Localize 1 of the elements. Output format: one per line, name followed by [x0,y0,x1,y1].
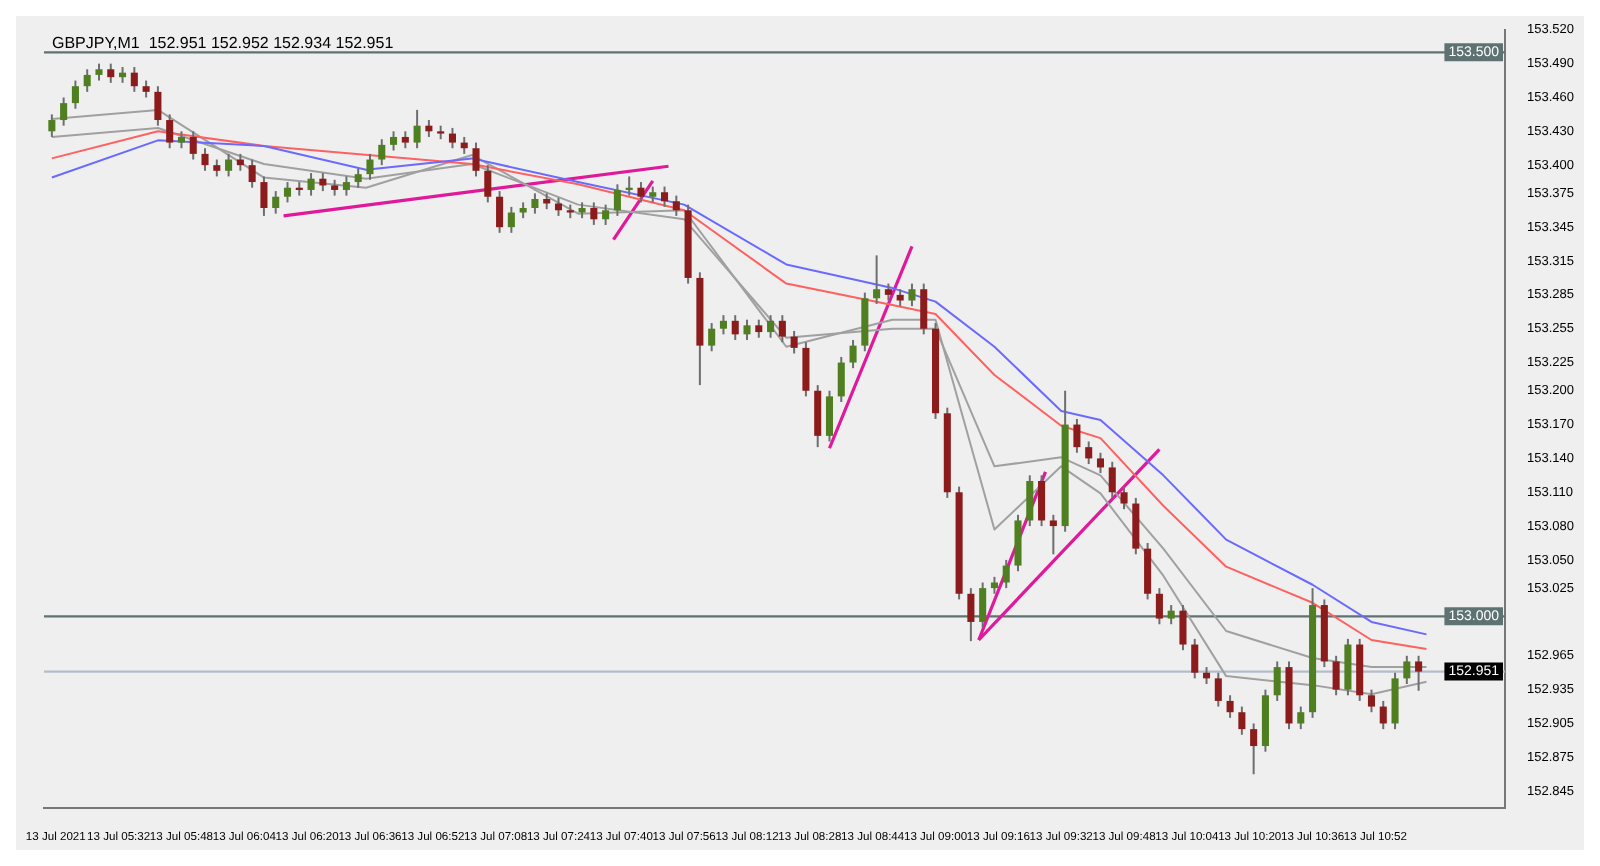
chart-title: GBPJPY,M1 152.951 152.952 152.934 152.951 [52,34,395,53]
